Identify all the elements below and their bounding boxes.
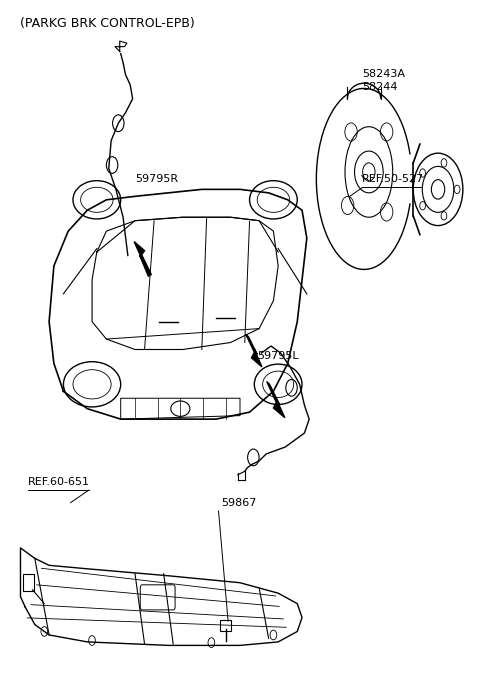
Circle shape — [441, 212, 447, 220]
Circle shape — [420, 169, 425, 177]
Text: 59867: 59867 — [221, 498, 256, 507]
Circle shape — [441, 159, 447, 167]
Text: 58243A: 58243A — [362, 69, 405, 80]
Text: 58244: 58244 — [362, 82, 397, 92]
Text: 59795R: 59795R — [135, 174, 178, 184]
Polygon shape — [246, 334, 262, 367]
Circle shape — [41, 626, 48, 636]
FancyBboxPatch shape — [24, 575, 34, 591]
Circle shape — [89, 635, 96, 645]
Circle shape — [454, 185, 460, 194]
Text: REF.60-651: REF.60-651 — [28, 477, 90, 487]
Text: 59795L: 59795L — [257, 352, 299, 361]
Circle shape — [420, 201, 425, 210]
FancyBboxPatch shape — [220, 619, 231, 630]
Circle shape — [208, 637, 215, 647]
Text: REF.50-527: REF.50-527 — [362, 174, 424, 184]
Circle shape — [432, 180, 445, 199]
Text: (PARKG BRK CONTROL-EPB): (PARKG BRK CONTROL-EPB) — [21, 17, 195, 29]
Polygon shape — [134, 242, 151, 276]
Circle shape — [363, 163, 375, 181]
Polygon shape — [267, 382, 285, 418]
Circle shape — [270, 630, 277, 640]
